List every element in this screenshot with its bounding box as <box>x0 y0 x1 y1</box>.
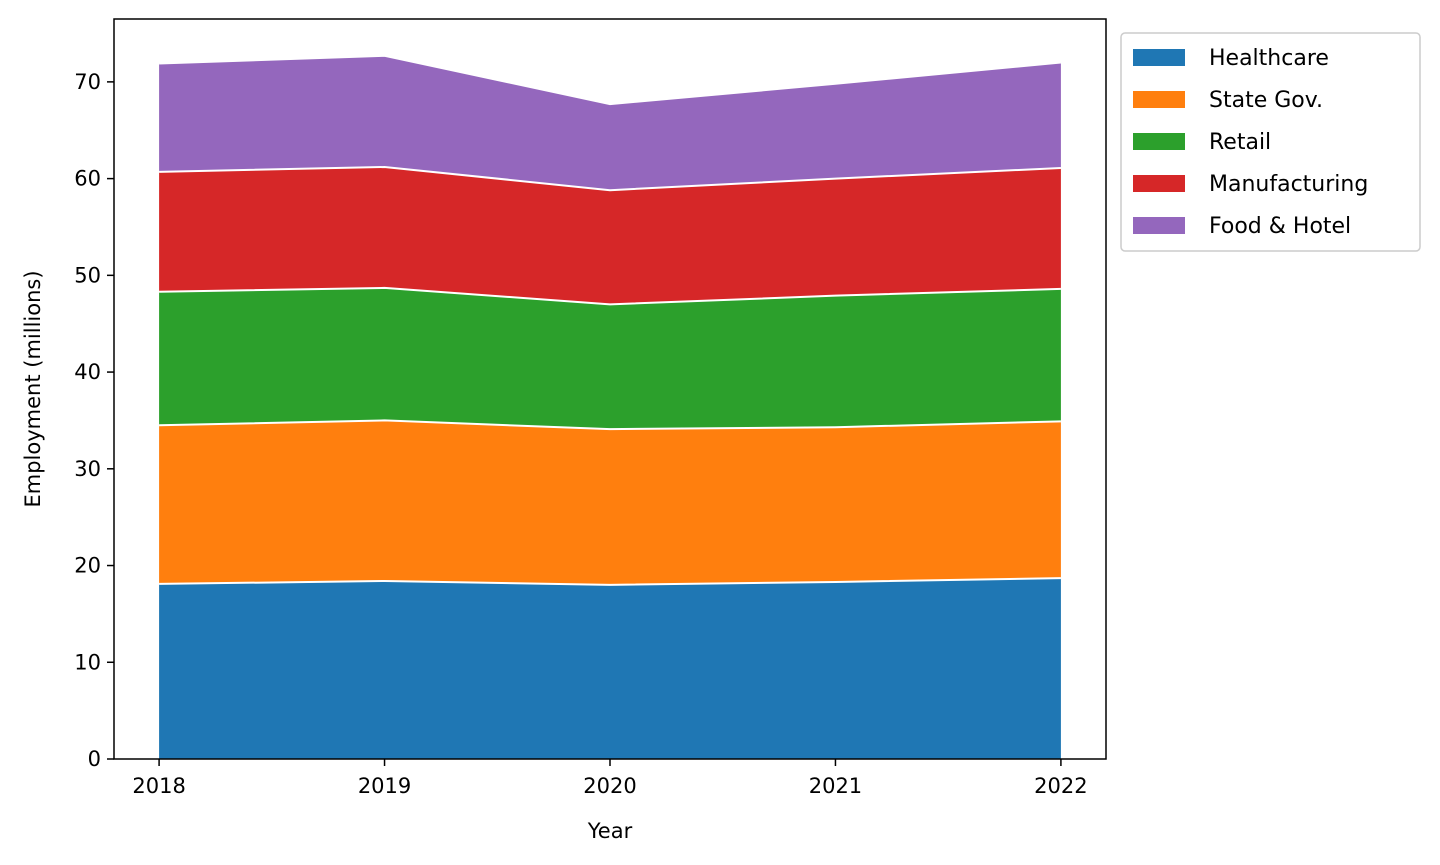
area-boundaries <box>159 54 1062 586</box>
y-tick-label: 20 <box>74 554 101 578</box>
x-tick-label: 2019 <box>358 774 411 798</box>
x-axis: 2018 2019 2020 2021 2022 <box>132 759 1088 798</box>
legend-label-healthcare: Healthcare <box>1209 46 1329 71</box>
boundary-food-hotel <box>159 54 1062 106</box>
area-healthcare <box>159 578 1061 759</box>
y-tick-label: 40 <box>74 360 101 384</box>
area-layers <box>159 55 1061 759</box>
y-tick-label: 70 <box>74 70 101 94</box>
x-axis-title: Year <box>587 819 633 843</box>
legend-box <box>1120 32 1421 252</box>
legend-swatch-healthcare <box>1133 49 1185 66</box>
legend-swatch-food-hotel <box>1133 217 1185 234</box>
y-tick-label: 30 <box>74 457 101 481</box>
legend-label-manufacturing: Manufacturing <box>1209 172 1368 197</box>
boundary-healthcare <box>159 577 1061 586</box>
x-tick-label: 2022 <box>1034 774 1087 798</box>
legend-swatch-manufacturing <box>1133 175 1185 192</box>
legend: Healthcare State Gov. Retail Manufacturing F… <box>1120 32 1421 252</box>
y-axis-title: Employment (millions) <box>21 270 45 507</box>
legend-swatch-retail <box>1133 133 1185 150</box>
y-tick-label: 10 <box>74 650 101 674</box>
y-axis: 0 10 20 30 40 50 60 70 <box>74 70 114 771</box>
x-tick-label: 2021 <box>809 774 862 798</box>
area-state-gov <box>159 420 1061 585</box>
area-retail <box>159 287 1061 430</box>
area-manufacturing <box>159 167 1061 305</box>
y-tick-label: 60 <box>74 167 101 191</box>
boundary-retail <box>159 286 1061 306</box>
boundary-state-gov <box>159 419 1061 431</box>
x-tick-label: 2018 <box>132 774 185 798</box>
y-tick-label: 50 <box>74 263 101 287</box>
legend-label-state-gov: State Gov. <box>1209 88 1323 113</box>
x-tick-label: 2020 <box>583 774 636 798</box>
boundary-manufacturing <box>159 165 1061 192</box>
legend-label-retail: Retail <box>1209 130 1271 155</box>
legend-swatch-state-gov <box>1133 91 1185 108</box>
y-tick-label: 0 <box>88 747 101 771</box>
legend-label-food-hotel: Food & Hotel <box>1209 214 1351 239</box>
area-food-hotel <box>159 55 1061 191</box>
